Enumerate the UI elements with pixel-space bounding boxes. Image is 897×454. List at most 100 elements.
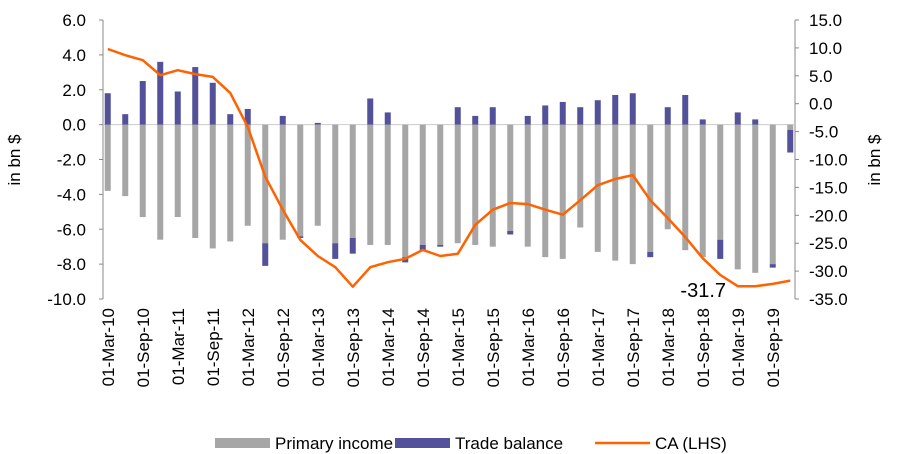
line (107, 47, 791, 288)
x-tick-label: 01-Sep-16 (554, 308, 573, 387)
bar (384, 112, 391, 125)
legend-label: Primary income (275, 434, 393, 453)
bar (437, 124, 444, 245)
x-tick-label: 01-Sep-19 (764, 308, 783, 387)
bar (594, 100, 601, 125)
bar (734, 112, 741, 125)
bar (699, 124, 706, 258)
bar (297, 236, 304, 238)
y2-tick-label: 5.0 (809, 67, 833, 86)
bar (314, 122, 321, 125)
y-tick-label: 2.0 (62, 81, 86, 100)
y-tick-label: -4.0 (57, 185, 86, 204)
y-tick-label: -6.0 (57, 220, 86, 239)
y2-tick-label: 10.0 (809, 39, 842, 58)
bar (472, 115, 479, 125)
bar (279, 124, 286, 240)
bar (647, 124, 654, 252)
bar (682, 124, 689, 251)
bar (752, 119, 759, 125)
bar (367, 124, 374, 245)
bar (157, 124, 164, 240)
x-tick-label: 01-Mar-14 (379, 308, 398, 386)
bar (419, 124, 426, 245)
x-tick-label: 01-Mar-10 (99, 308, 118, 386)
y2-tick-label: -25.0 (809, 234, 848, 253)
bar (332, 243, 339, 259)
x-tick-label: 01-Sep-13 (344, 308, 363, 387)
x-tick-label: 01-Sep-14 (414, 308, 433, 387)
y-tick-label: -8.0 (57, 255, 86, 274)
x-tick-label: 01-Mar-18 (659, 308, 678, 386)
bar (612, 94, 619, 125)
bar (489, 124, 496, 247)
x-tick-label: 01-Mar-19 (729, 308, 748, 386)
bar (542, 124, 549, 258)
bar (629, 124, 636, 265)
bar (314, 124, 321, 226)
bar (734, 124, 741, 270)
x-tick-label: 01-Sep-12 (274, 308, 293, 387)
bar (787, 124, 794, 130)
bar (139, 81, 146, 125)
y-tick-label: 0.0 (62, 116, 86, 135)
y2-tick-label: -15.0 (809, 178, 848, 197)
bar (402, 124, 409, 258)
legend-label: Trade balance (455, 434, 563, 453)
x-tick-label: 01-Mar-13 (309, 308, 328, 386)
y-tick-label: 6.0 (62, 11, 86, 30)
bar (104, 93, 111, 125)
y-tick-label: -2.0 (57, 151, 86, 170)
bar (349, 237, 356, 254)
x-tick-label: 01-Mar-17 (589, 308, 608, 386)
y-tick-label: -10.0 (47, 290, 86, 309)
bar (104, 124, 111, 191)
bar (524, 115, 531, 125)
x-tick-label: 01-Sep-17 (624, 308, 643, 387)
x-tick-label: 01-Sep-10 (134, 308, 153, 387)
legend-label: CA (LHS) (655, 434, 727, 453)
bar (787, 129, 794, 153)
bar (752, 124, 759, 273)
bar (699, 119, 706, 125)
x-tick-label: 01-Sep-11 (204, 308, 223, 386)
bar (682, 94, 689, 125)
bar (489, 107, 496, 125)
x-tick-label: 01-Mar-11 (169, 308, 188, 385)
bar (594, 124, 601, 252)
y-tick-label: 4.0 (62, 46, 86, 65)
x-tick-label: 01-Sep-18 (694, 308, 713, 387)
bar (262, 124, 269, 244)
legend-swatch (395, 438, 450, 448)
bar (507, 124, 514, 231)
y2-tick-label: -10.0 (809, 151, 848, 170)
bar (122, 124, 129, 197)
bar (297, 124, 304, 237)
y2-tick-label: -20.0 (809, 206, 848, 225)
bar (647, 251, 654, 258)
bar (437, 244, 444, 247)
annotation: -31.7 (680, 280, 726, 302)
bar (664, 124, 671, 230)
bar (279, 115, 286, 125)
x-tick-label: 01-Mar-12 (239, 308, 258, 386)
bar (577, 107, 584, 125)
bar (367, 98, 374, 125)
bar (209, 82, 216, 125)
bar (454, 124, 461, 244)
bar (629, 93, 636, 125)
bar (209, 124, 216, 249)
bar (577, 124, 584, 228)
bar (559, 124, 566, 259)
bar (332, 124, 339, 244)
x-tick-label: 01-Mar-15 (449, 308, 468, 386)
x-tick-label: 01-Sep-15 (484, 308, 503, 387)
bar (559, 101, 566, 125)
bar (244, 124, 251, 226)
bar (542, 105, 549, 125)
y2-axis-title: in bn $ (865, 134, 884, 186)
x-tick-label: 01-Mar-16 (519, 308, 538, 386)
bar (524, 124, 531, 247)
bar (139, 124, 146, 218)
